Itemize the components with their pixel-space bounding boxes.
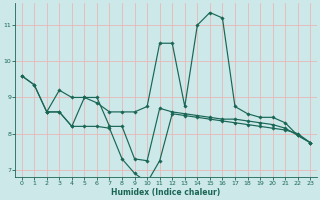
X-axis label: Humidex (Indice chaleur): Humidex (Indice chaleur): [111, 188, 220, 197]
